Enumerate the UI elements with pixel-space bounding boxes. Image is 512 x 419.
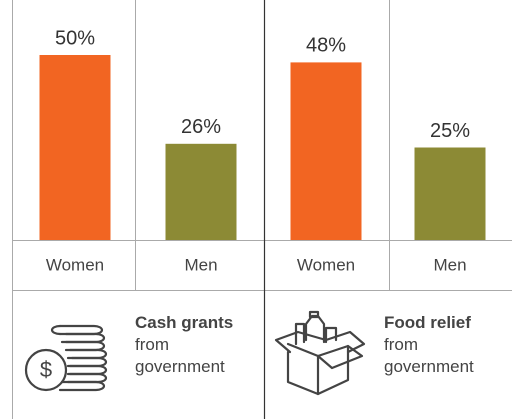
- value-label: 50%: [55, 27, 95, 49]
- category-label: Men: [184, 255, 217, 274]
- caption: Food relief from government: [384, 312, 506, 378]
- category-label: Women: [297, 255, 355, 274]
- value-label: 48%: [306, 35, 346, 57]
- value-label: 25%: [430, 120, 470, 142]
- caption-title: Cash grants: [135, 313, 234, 332]
- coins-icon: $: [24, 324, 108, 392]
- bar: [414, 147, 486, 240]
- caption-title: Food relief: [384, 313, 471, 332]
- bar: [39, 55, 111, 240]
- caption-subtitle: from government: [135, 335, 225, 376]
- food-box-icon: [274, 310, 366, 396]
- bar: [290, 62, 362, 241]
- bar: [165, 143, 237, 240]
- category-label: Women: [46, 255, 104, 274]
- caption-subtitle: from government: [384, 335, 474, 376]
- frame: [12, 0, 512, 419]
- svg-text:$: $: [40, 357, 52, 382]
- category-label: Men: [433, 255, 466, 274]
- value-label: 26%: [181, 116, 221, 138]
- caption: Cash grants from government: [135, 312, 257, 378]
